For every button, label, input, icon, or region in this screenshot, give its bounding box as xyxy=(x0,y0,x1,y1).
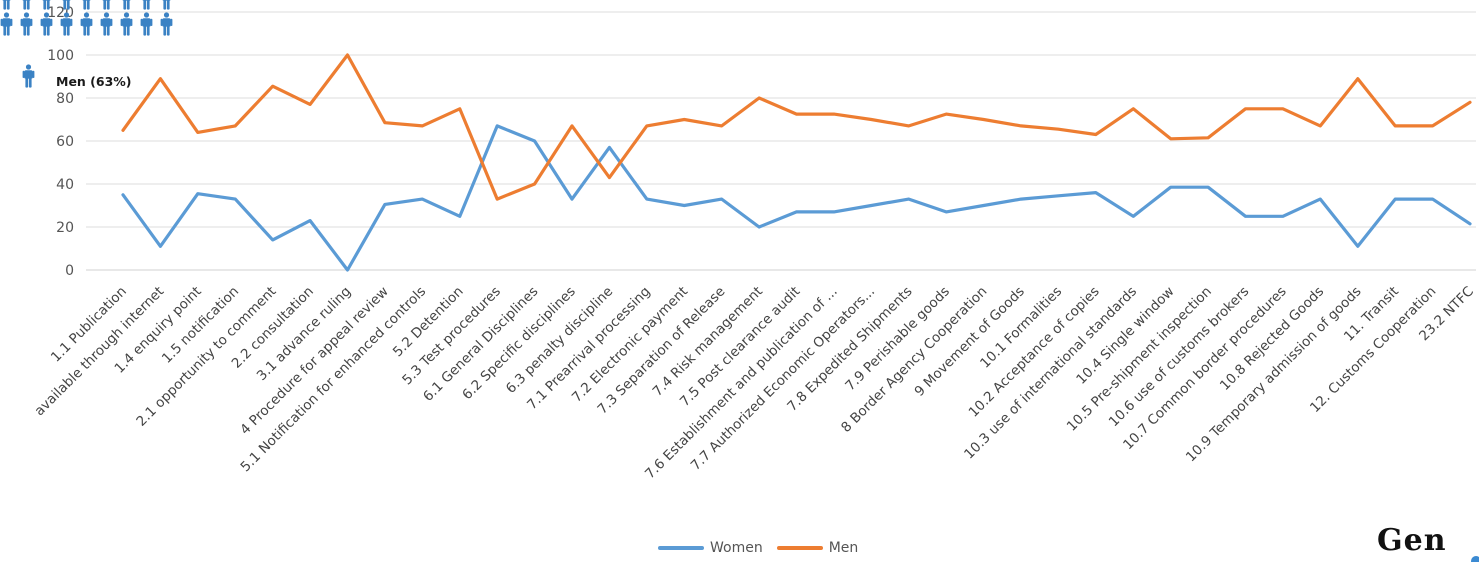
person-icon xyxy=(102,0,111,10)
person-icon xyxy=(160,12,173,36)
person-icon xyxy=(22,0,31,10)
y-tick-label: 80 xyxy=(56,91,74,107)
person-icon xyxy=(22,64,35,88)
y-tick-label: 100 xyxy=(47,48,74,64)
legend-item-men: Men xyxy=(776,540,859,556)
person-icon xyxy=(2,0,11,10)
series-line-men xyxy=(121,53,1472,201)
logo-text: Gen xyxy=(1377,526,1447,558)
y-tick-label: 60 xyxy=(56,134,74,150)
logo: Gen xyxy=(1377,526,1479,562)
person-icon xyxy=(40,12,53,36)
men-percentage-label: Men (63%) xyxy=(56,74,132,89)
person-icon xyxy=(42,0,51,10)
person-icon xyxy=(60,12,73,36)
logo-mark xyxy=(1471,556,1479,562)
legend-label-women: Women xyxy=(710,540,763,556)
legend-swatch-women xyxy=(658,546,704,550)
person-icon xyxy=(100,12,113,36)
chart-legend: Women Men xyxy=(658,540,858,556)
person-icon xyxy=(120,12,133,36)
person-icon xyxy=(20,12,33,36)
person-icon xyxy=(142,0,151,10)
person-icon-row xyxy=(0,12,173,36)
legend-swatch-men xyxy=(776,546,823,550)
person-icon xyxy=(122,0,131,10)
person-icon xyxy=(62,0,71,10)
person-icon-row-top xyxy=(0,0,173,10)
y-tick-label: 0 xyxy=(65,263,74,279)
legend-label-men: Men xyxy=(828,540,859,556)
series-lines xyxy=(121,53,1472,272)
men-person-icon-row xyxy=(22,64,35,88)
person-icon xyxy=(80,12,93,36)
gridlines xyxy=(86,11,1476,271)
person-icon xyxy=(82,0,91,10)
person-icon xyxy=(162,0,171,10)
person-icon xyxy=(140,12,153,36)
legend-item-women: Women xyxy=(658,540,763,556)
person-icon xyxy=(0,12,13,36)
y-tick-label: 20 xyxy=(56,220,74,236)
y-tick-label: 40 xyxy=(56,177,74,193)
series-line-women xyxy=(121,124,1472,272)
